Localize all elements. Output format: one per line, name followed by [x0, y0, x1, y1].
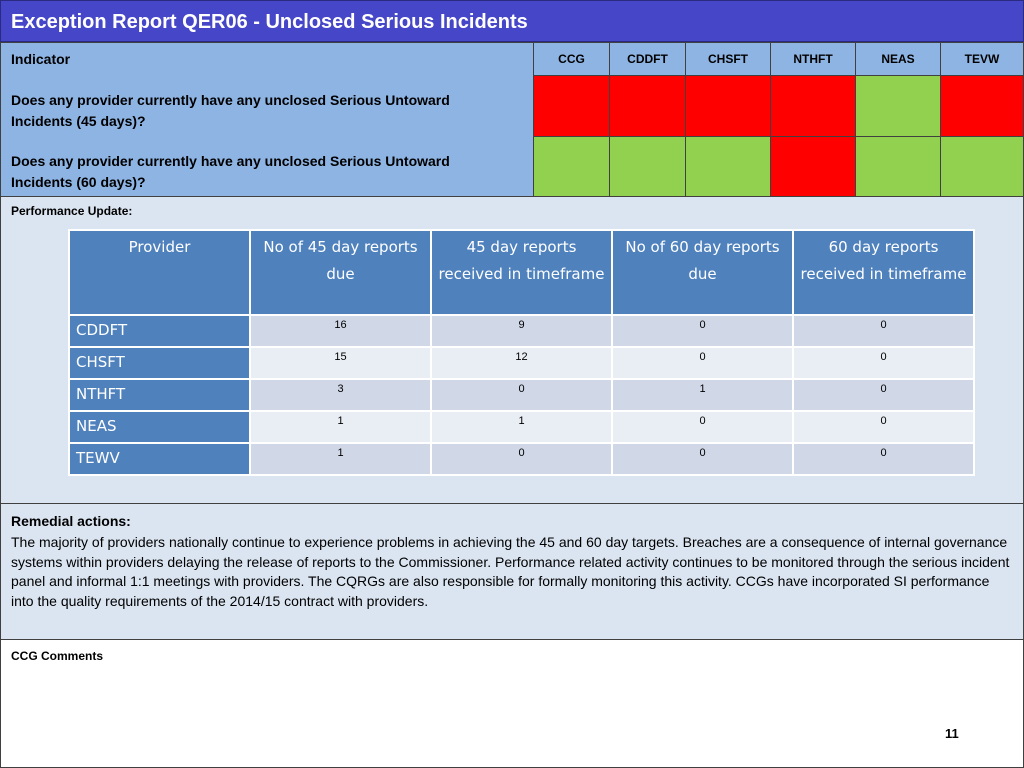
value-cell: 15	[249, 346, 432, 380]
remedial-section: Remedial actions: The majority of provid…	[0, 503, 1024, 640]
provider-cell: CHSFT	[68, 346, 251, 380]
value-cell: 12	[430, 346, 613, 380]
rag-status-cell	[940, 136, 1024, 197]
rag-status-cell	[940, 75, 1024, 137]
rag-status-cell	[533, 75, 610, 137]
column-header-45-day-due: No of 45 day reports due	[249, 229, 432, 316]
table-row: CHSFT 15 12 0 0	[68, 346, 975, 380]
value-cell: 1	[249, 442, 432, 476]
column-header-60-day-due: No of 60 day reports due	[611, 229, 794, 316]
title-bar: Exception Report QER06 - Unclosed Seriou…	[0, 0, 1024, 42]
performance-table: Provider No of 45 day reports due 45 day…	[68, 229, 975, 476]
rag-status-cell	[770, 75, 856, 137]
comments-heading: CCG Comments	[11, 649, 104, 663]
page-title: Exception Report QER06 - Unclosed Seriou…	[11, 11, 528, 33]
remedial-heading: Remedial actions:	[11, 513, 131, 529]
rag-status-cell	[609, 75, 686, 137]
indicator-question-45-days: Does any provider currently have any unc…	[11, 92, 450, 129]
table-row: NEAS 1 1 0 0	[68, 410, 975, 444]
column-header-provider: Provider	[68, 229, 251, 316]
value-cell: 0	[792, 314, 975, 348]
rag-header-tevw: TEVW	[940, 42, 1024, 76]
column-header-60-day-received: 60 day reports received in timeframe	[792, 229, 975, 316]
rag-header-nthft: NTHFT	[770, 42, 856, 76]
value-cell: 0	[611, 442, 794, 476]
remedial-text: The majority of providers nationally con…	[11, 534, 1010, 609]
value-cell: 0	[611, 346, 794, 380]
provider-cell: NTHFT	[68, 378, 251, 412]
rag-header-cddft: CDDFT	[609, 42, 686, 76]
table-row: TEWV 1 0 0 0	[68, 442, 975, 476]
rag-status-cell	[609, 136, 686, 197]
table-row: NTHFT 3 0 1 0	[68, 378, 975, 412]
rag-status-cell	[855, 75, 941, 137]
value-cell: 0	[430, 378, 613, 412]
rag-header-chsft: CHSFT	[685, 42, 771, 76]
value-cell: 0	[611, 410, 794, 444]
performance-label: Performance Update:	[11, 204, 133, 218]
value-cell: 0	[792, 410, 975, 444]
value-cell: 0	[792, 346, 975, 380]
value-cell: 1	[249, 410, 432, 444]
ccg-comments-section: CCG Comments	[0, 640, 1024, 768]
provider-cell: TEWV	[68, 442, 251, 476]
rag-status-cell	[533, 136, 610, 197]
value-cell: 9	[430, 314, 613, 348]
table-header-row: Provider No of 45 day reports due 45 day…	[68, 229, 975, 316]
rag-status-cell	[855, 136, 941, 197]
value-cell: 1	[611, 378, 794, 412]
rag-status-cell	[685, 75, 771, 137]
rag-status-cell	[770, 136, 856, 197]
column-header-45-day-received: 45 day reports received in timeframe	[430, 229, 613, 316]
value-cell: 0	[611, 314, 794, 348]
provider-cell: CDDFT	[68, 314, 251, 348]
value-cell: 0	[430, 442, 613, 476]
rag-status-cell	[685, 136, 771, 197]
value-cell: 0	[792, 442, 975, 476]
indicator-header: Indicator	[11, 51, 71, 67]
value-cell: 0	[792, 378, 975, 412]
value-cell: 3	[249, 378, 432, 412]
value-cell: 1	[430, 410, 613, 444]
value-cell: 16	[249, 314, 432, 348]
table-row: CDDFT 16 9 0 0	[68, 314, 975, 348]
page-number: 11	[945, 726, 959, 741]
rag-header-neas: NEAS	[855, 42, 941, 76]
rag-header-ccg: CCG	[533, 42, 610, 76]
indicator-question-60-days: Does any provider currently have any unc…	[11, 153, 450, 190]
provider-cell: NEAS	[68, 410, 251, 444]
